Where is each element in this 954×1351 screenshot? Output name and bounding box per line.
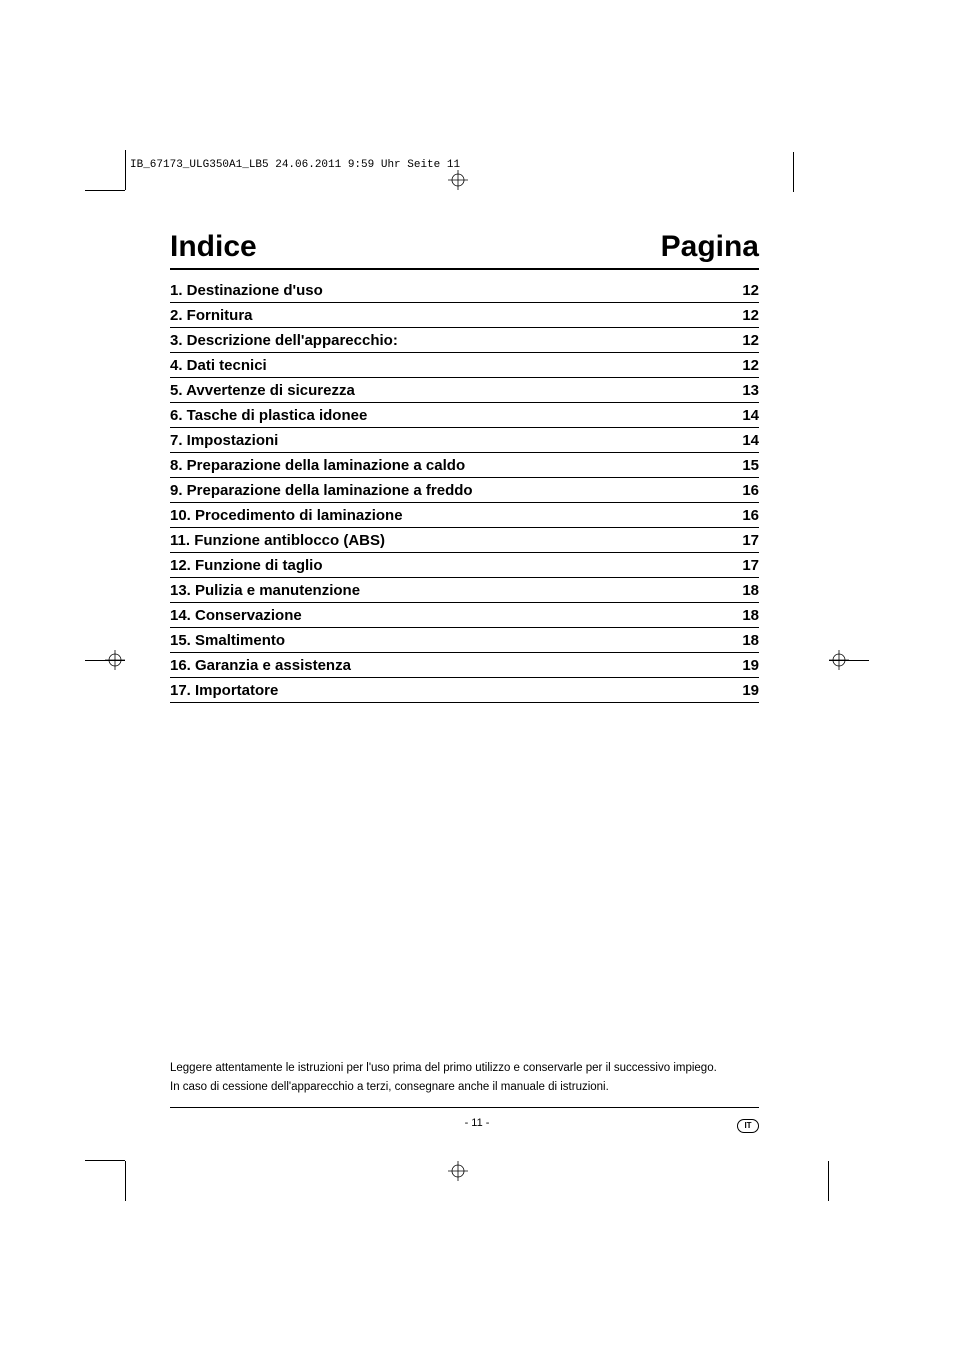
toc-item-page: 15: [742, 457, 759, 474]
page-heading: Pagina: [661, 230, 759, 264]
toc-item-page: 14: [742, 432, 759, 449]
toc-item-title: 10. Procedimento di laminazione: [170, 507, 403, 524]
toc-item-page: 17: [742, 557, 759, 574]
print-header: IB_67173_ULG350A1_LB5 24.06.2011 9:59 Uh…: [130, 159, 460, 171]
toc-item-page: 16: [742, 507, 759, 524]
footer-line-2: In caso di cessione dell'apparecchio a t…: [170, 1081, 609, 1093]
title-row: Indice Pagina: [170, 230, 759, 270]
toc-row: 14. Conservazione 18: [170, 603, 759, 628]
crop-mark: [125, 150, 126, 190]
toc-row: 1. Destinazione d'uso 12: [170, 278, 759, 303]
toc-row: 13. Pulizia e manutenzione 18: [170, 578, 759, 603]
toc-item-title: 9. Preparazione della laminazione a fred…: [170, 482, 473, 499]
toc-item-title: 12. Funzione di taglio: [170, 557, 323, 574]
toc-row: 15. Smaltimento 18: [170, 628, 759, 653]
toc-item-page: 13: [742, 382, 759, 399]
crop-mark: [125, 1161, 126, 1201]
toc-row: 6. Tasche di plastica idonee 14: [170, 403, 759, 428]
toc-item-title: 8. Preparazione della laminazione a cald…: [170, 457, 465, 474]
crop-mark: [85, 1160, 125, 1161]
registration-mark-icon: [448, 1161, 468, 1181]
toc-item-title: 1. Destinazione d'uso: [170, 282, 323, 299]
registration-mark-icon: [829, 650, 849, 670]
crop-mark: [793, 152, 794, 192]
toc-item-page: 19: [742, 657, 759, 674]
toc-row: 7. Impostazioni 14: [170, 428, 759, 453]
toc-item-page: 17: [742, 532, 759, 549]
page-content: Indice Pagina 1. Destinazione d'uso122. …: [170, 230, 759, 703]
footer-rule: [170, 1107, 759, 1108]
toc-row: 4. Dati tecnici 12: [170, 353, 759, 378]
registration-mark-icon: [105, 650, 125, 670]
toc-item-title: 16. Garanzia e assistenza: [170, 657, 351, 674]
toc-row: 10. Procedimento di laminazione 16: [170, 503, 759, 528]
toc-row: 9. Preparazione della laminazione a fred…: [170, 478, 759, 503]
toc-row: 3. Descrizione dell'apparecchio: 12: [170, 328, 759, 353]
toc-row: 16. Garanzia e assistenza 19: [170, 653, 759, 678]
toc-item-page: 18: [742, 607, 759, 624]
footer-note: Leggere attentamente le istruzioni per l…: [170, 1059, 759, 1096]
toc-row: 12. Funzione di taglio 17: [170, 553, 759, 578]
toc-item-title: 15. Smaltimento: [170, 632, 285, 649]
toc-item-title: 17. Importatore: [170, 682, 278, 699]
toc-item-title: 6. Tasche di plastica idonee: [170, 407, 367, 424]
toc-item-page: 18: [742, 632, 759, 649]
toc-item-page: 14: [742, 407, 759, 424]
toc-row: 17. Importatore 19: [170, 678, 759, 703]
toc-item-page: 12: [742, 307, 759, 324]
toc-list: 1. Destinazione d'uso122. Fornitura123. …: [170, 278, 759, 703]
toc-row: 8. Preparazione della laminazione a cald…: [170, 453, 759, 478]
toc-item-title: 5. Avvertenze di sicurezza: [170, 382, 355, 399]
toc-item-title: 11. Funzione antiblocco (ABS): [170, 532, 385, 549]
toc-item-title: 7. Impostazioni: [170, 432, 278, 449]
toc-row: 11. Funzione antiblocco (ABS) 17: [170, 528, 759, 553]
toc-item-title: 13. Pulizia e manutenzione: [170, 582, 360, 599]
toc-item-title: 14. Conservazione: [170, 607, 302, 624]
toc-item-page: 19: [742, 682, 759, 699]
registration-mark-icon: [448, 170, 468, 190]
toc-item-title: 4. Dati tecnici: [170, 357, 267, 374]
crop-mark: [85, 190, 125, 191]
crop-mark: [828, 1161, 829, 1201]
toc-item-title: 3. Descrizione dell'apparecchio:: [170, 332, 398, 349]
page-number: - 11 -: [0, 1117, 954, 1129]
toc-item-page: 12: [742, 282, 759, 299]
toc-item-page: 18: [742, 582, 759, 599]
toc-item-page: 16: [742, 482, 759, 499]
toc-item-page: 12: [742, 357, 759, 374]
toc-row: 2. Fornitura 12: [170, 303, 759, 328]
toc-item-page: 12: [742, 332, 759, 349]
footer-line-1: Leggere attentamente le istruzioni per l…: [170, 1062, 717, 1074]
toc-heading: Indice: [170, 230, 257, 264]
toc-item-title: 2. Fornitura: [170, 307, 253, 324]
toc-row: 5. Avvertenze di sicurezza 13: [170, 378, 759, 403]
language-badge: IT: [737, 1119, 759, 1133]
